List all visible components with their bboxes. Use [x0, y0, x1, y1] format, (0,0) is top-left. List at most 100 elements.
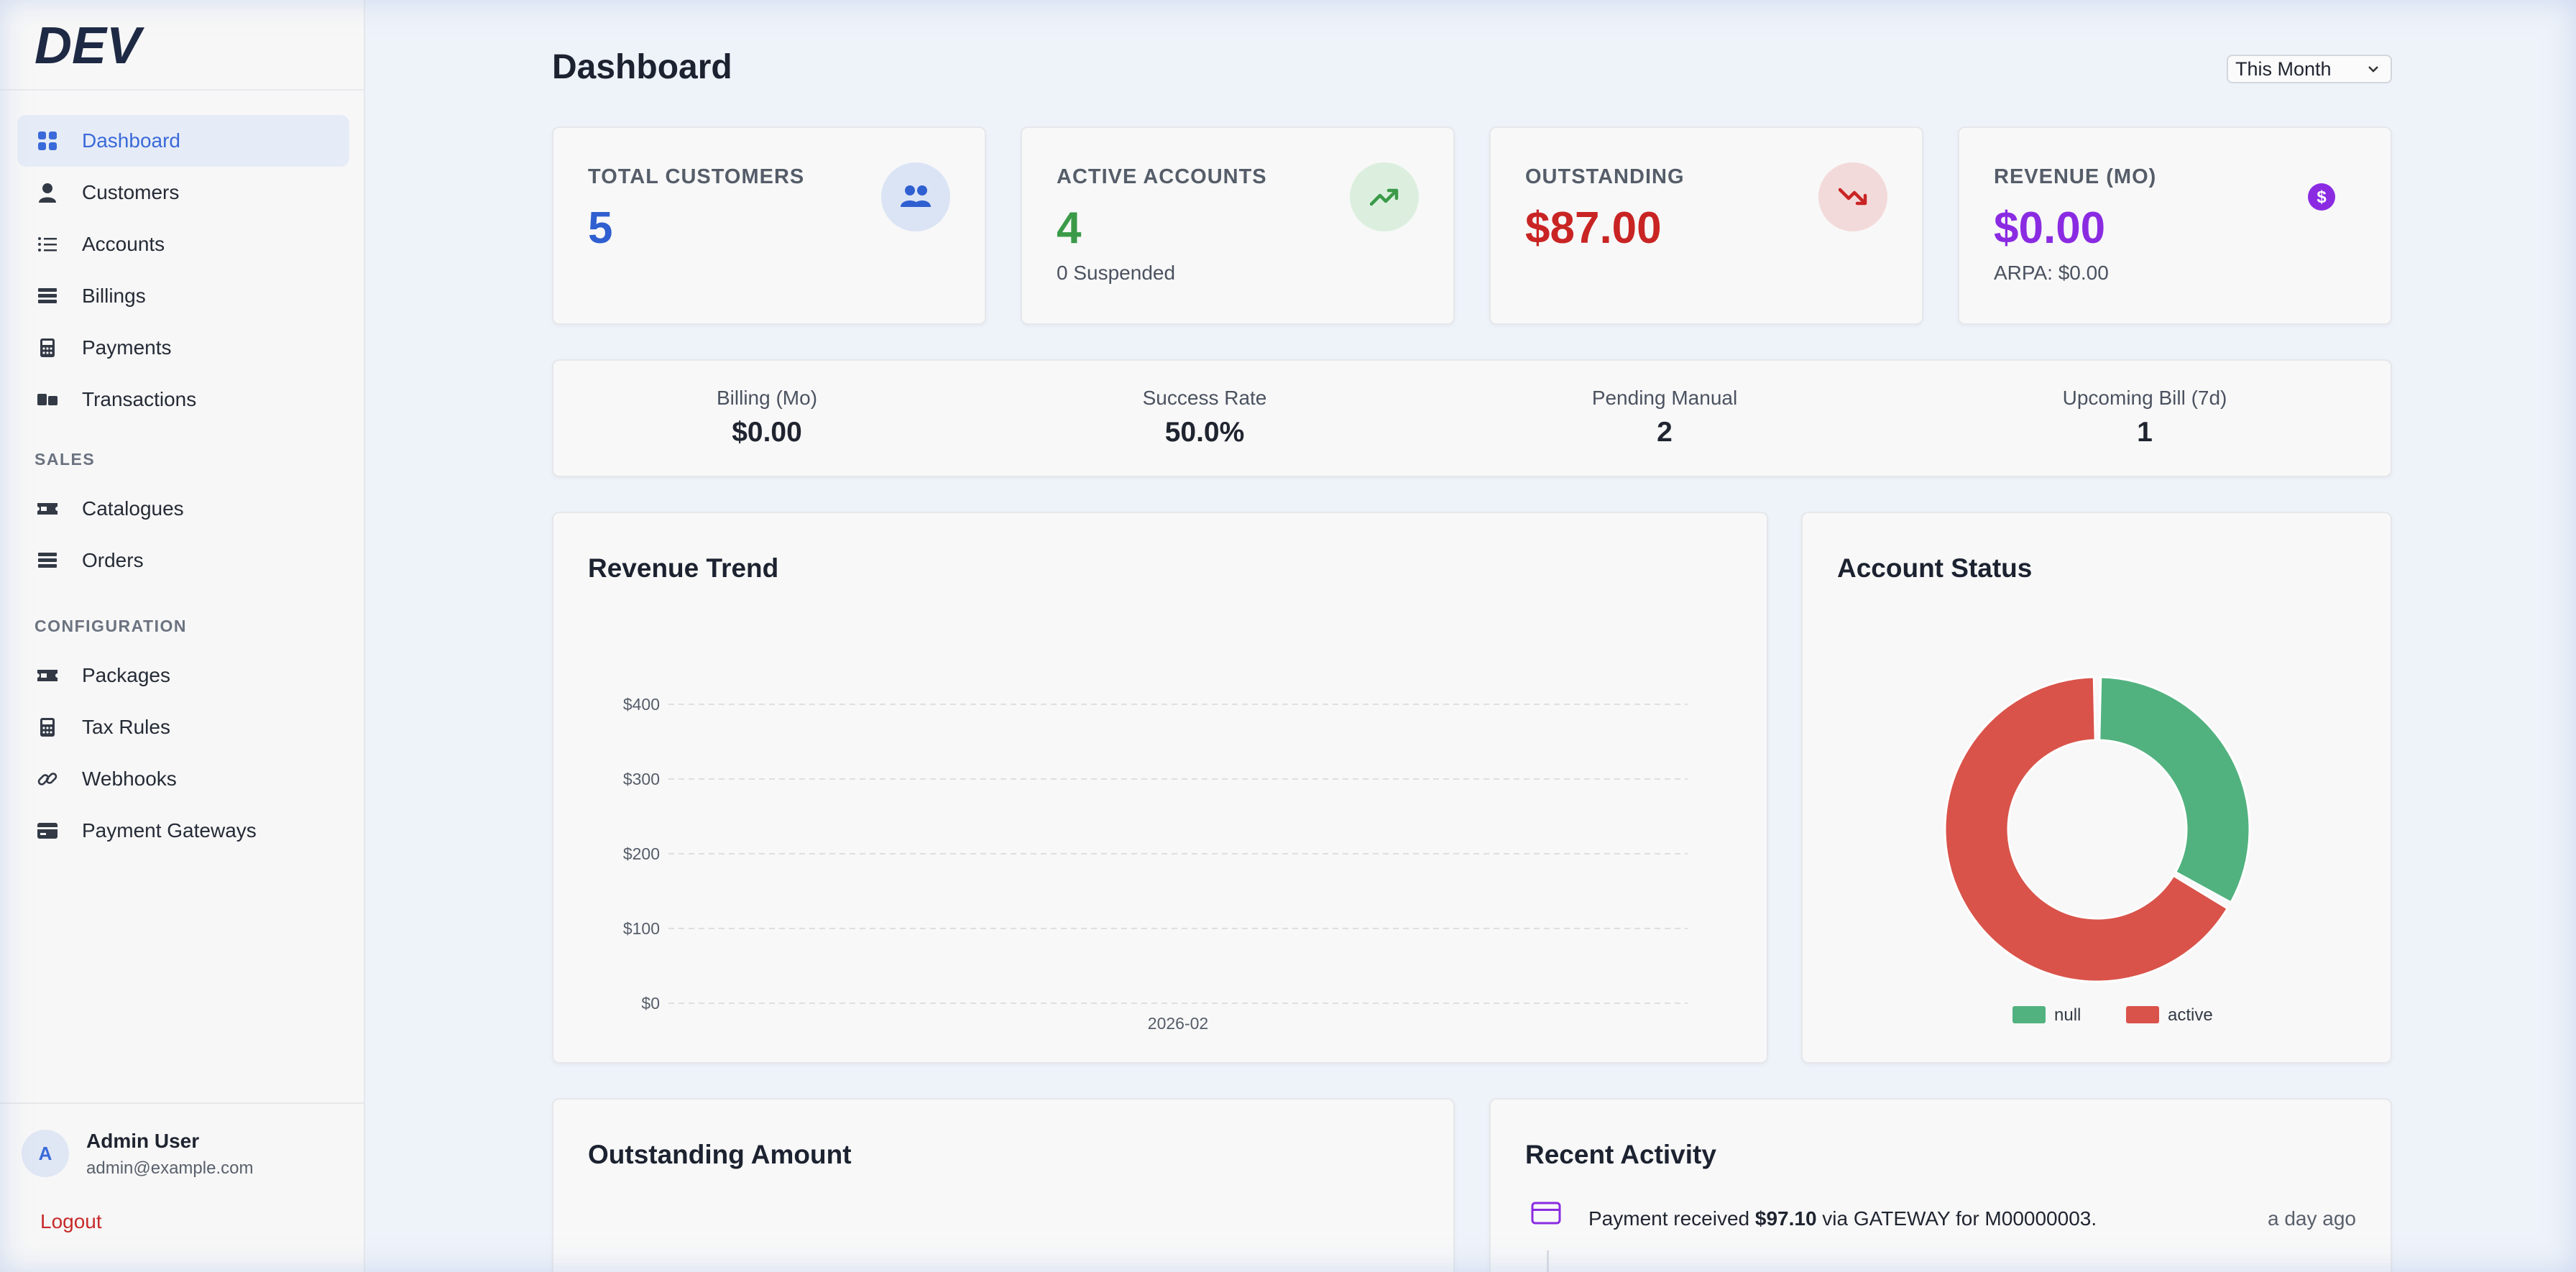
- sidebar-item-accounts[interactable]: Accounts: [17, 218, 349, 270]
- stat-sub: 0 Suspended: [1057, 262, 1176, 284]
- stat-card-active-accounts: ACTIVE ACCOUNTS 4 0 Suspended: [1021, 126, 1455, 325]
- strip-label: Upcoming Bill (7d): [2062, 387, 2227, 409]
- sidebar-divider: [0, 89, 365, 91]
- stat-label: ACTIVE ACCOUNTS: [1057, 165, 1267, 188]
- stat-label: REVENUE (MO): [1994, 165, 2157, 188]
- account-status-panel: Account Status null active: [1801, 512, 2392, 1064]
- strip-value: 50.0%: [1164, 417, 1245, 448]
- sidebar-item-label: Webhooks: [82, 768, 177, 790]
- sidebar-item-packages[interactable]: Packages: [17, 650, 349, 701]
- revenue-trend-chart[interactable]: $0 $100 $200 $300 $400 2026-02: [553, 513, 1767, 1062]
- sidebar: DEV Dashboard Customers Accounts: [0, 0, 365, 1272]
- pie-slice-null[interactable]: [2098, 676, 2251, 904]
- sidebar-item-transactions[interactable]: Transactions: [17, 374, 349, 425]
- sidebar-item-dashboard[interactable]: Dashboard: [17, 115, 349, 167]
- sidebar-item-payment-gateways[interactable]: Payment Gateways: [17, 805, 349, 857]
- sidebar-item-customers[interactable]: Customers: [17, 167, 349, 218]
- trending-down-icon: [1818, 162, 1887, 231]
- strip-label: Pending Manual: [1591, 387, 1738, 409]
- user-name: Admin User: [86, 1130, 200, 1152]
- account-status-chart[interactable]: null active: [1803, 513, 2391, 1062]
- legend-label: active: [2168, 1005, 2213, 1025]
- y-tick-label: $100: [623, 919, 660, 938]
- y-tick-label: $300: [623, 770, 660, 788]
- legend-label: null: [2054, 1005, 2081, 1025]
- y-tick-label: $200: [623, 844, 660, 863]
- panel-title: Revenue Trend: [588, 553, 779, 583]
- card-icon: [1531, 1202, 1561, 1225]
- ticket-icon: [36, 497, 59, 520]
- sidebar-item-label: Tax Rules: [82, 716, 170, 738]
- period-select[interactable]: This Month: [2227, 55, 2392, 83]
- timeline-line: [1547, 1250, 1549, 1272]
- activity-time: a day ago: [2268, 1207, 2356, 1230]
- strip-value: 1: [2137, 417, 2153, 448]
- ticket-icon: [36, 664, 59, 687]
- sidebar-item-label: Orders: [82, 549, 144, 571]
- dev-logo[interactable]: DEV: [34, 22, 171, 68]
- strip-value: $0.00: [732, 417, 802, 448]
- sidebar-item-label: Accounts: [82, 233, 165, 255]
- activity-amount: $97.10: [1754, 1207, 1817, 1230]
- grid-icon: [36, 129, 59, 152]
- sidebar-item-label: Payments: [82, 336, 172, 359]
- activity-prefix: Payment received: [1588, 1207, 1755, 1230]
- x-tick-label: 2026-02: [1148, 1014, 1208, 1033]
- sidebar-item-billings[interactable]: Billings: [17, 270, 349, 322]
- logout-button[interactable]: Logout: [40, 1210, 102, 1232]
- svg-text:$: $: [2317, 188, 2327, 207]
- sidebar-item-label: Payment Gateways: [82, 819, 257, 842]
- user-icon: [36, 181, 59, 204]
- y-tick-label: $400: [623, 695, 660, 714]
- stat-card-outstanding: OUTSTANDING $87.00: [1489, 126, 1923, 325]
- dollar-icon: $: [2287, 162, 2356, 231]
- trending-up-icon: [1350, 162, 1419, 231]
- sidebar-item-label: Catalogues: [82, 497, 184, 520]
- avatar[interactable]: A: [22, 1130, 69, 1177]
- legend-swatch: [2126, 1006, 2159, 1023]
- stat-value: $0.00: [1994, 203, 2106, 253]
- y-tick-label: $0: [641, 994, 660, 1013]
- strip-label: Billing (Mo): [716, 387, 818, 409]
- panel-title: Recent Activity: [1525, 1140, 1716, 1169]
- section-label-configuration: CONFIGURATION: [34, 617, 188, 635]
- sidebar-item-label: Transactions: [82, 388, 197, 410]
- activity-suffix: via GATEWAY for M00000003.: [1816, 1207, 2097, 1230]
- summary-strip: Billing (Mo) $0.00 Success Rate 50.0% Pe…: [552, 359, 2392, 477]
- money-icon: [36, 388, 59, 411]
- stack-icon: [36, 549, 59, 572]
- stat-label: OUTSTANDING: [1525, 165, 1685, 188]
- stat-value: 5: [588, 203, 613, 253]
- chevron-down-icon: [2368, 66, 2378, 73]
- stat-label: TOTAL CUSTOMERS: [588, 165, 805, 188]
- card-icon: [36, 819, 59, 842]
- stat-sub: ARPA: $0.00: [1994, 262, 2109, 284]
- panel-title: Outstanding Amount: [588, 1140, 852, 1169]
- sidebar-item-webhooks[interactable]: Webhooks: [17, 753, 349, 805]
- sidebar-item-catalogues[interactable]: Catalogues: [17, 483, 349, 535]
- sidebar-item-label: Customers: [82, 181, 180, 203]
- sidebar-item-orders[interactable]: Orders: [17, 535, 349, 586]
- stack-icon: [36, 285, 59, 308]
- strip-value: 2: [1657, 417, 1673, 448]
- sidebar-item-tax-rules[interactable]: Tax Rules: [17, 701, 349, 753]
- calculator-icon: [36, 336, 59, 359]
- stat-value: $87.00: [1525, 203, 1662, 253]
- list-icon: [36, 233, 59, 256]
- outstanding-amount-panel: Outstanding Amount: [552, 1098, 1455, 1272]
- page-title: Dashboard: [552, 48, 732, 86]
- stat-card-total-customers: TOTAL CUSTOMERS 5: [552, 126, 986, 325]
- stat-value: 4: [1057, 203, 1082, 253]
- period-select-value: This Month: [2235, 57, 2332, 80]
- user-email: admin@example.com: [86, 1158, 254, 1178]
- pie-slice-active[interactable]: [1944, 676, 2229, 983]
- link-icon: [36, 768, 59, 791]
- activity-item-text[interactable]: Payment received $97.10 via GATEWAY for …: [1588, 1207, 2097, 1230]
- sidebar-item-payments[interactable]: Payments: [17, 322, 349, 374]
- logo-text: DEV: [34, 22, 145, 68]
- strip-label: Success Rate: [1142, 387, 1267, 409]
- panel-title: Account Status: [1837, 553, 2033, 583]
- sidebar-item-label: Packages: [82, 664, 170, 686]
- sidebar-divider: [0, 1102, 365, 1104]
